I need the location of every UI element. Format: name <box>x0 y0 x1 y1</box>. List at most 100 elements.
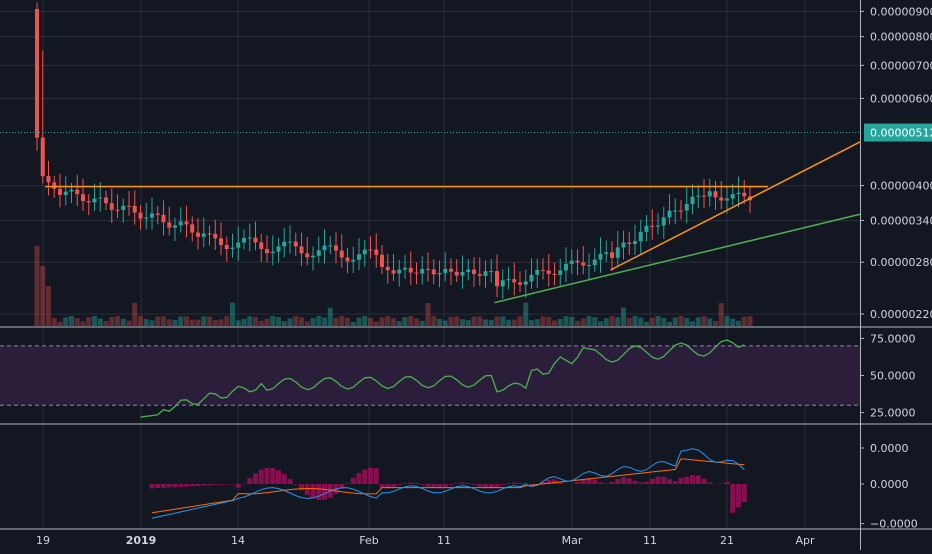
volume-bar-90 <box>552 320 557 326</box>
volume-bar-53 <box>339 316 344 326</box>
volume-bar-12 <box>104 321 109 326</box>
candle-body-65 <box>409 268 413 273</box>
macd-hist-80 <box>495 484 500 487</box>
volume-bar-38 <box>253 317 258 326</box>
volume-bar-115 <box>696 317 701 326</box>
candle-body-58 <box>369 250 373 251</box>
volume-bar-31 <box>213 320 218 326</box>
volume-bar-5 <box>63 317 68 326</box>
volume-bar-39 <box>259 321 264 326</box>
macd-hist-114 <box>690 475 695 484</box>
x-tick-label-2: 14 <box>231 534 245 547</box>
volume-bar-45 <box>293 316 298 326</box>
trendline-orange[interactable] <box>611 142 860 270</box>
volume-bar-33 <box>224 316 229 326</box>
volume-bar-114 <box>690 321 695 326</box>
candle-body-103 <box>627 243 631 244</box>
macd-hist-28 <box>196 484 201 486</box>
candle-body-79 <box>489 271 493 272</box>
volume-bar-43 <box>282 321 287 326</box>
candles <box>35 3 752 299</box>
volume-bar-49 <box>316 316 321 326</box>
volume-bar-23 <box>167 319 172 326</box>
candle-body-0 <box>35 9 39 138</box>
candle-body-71 <box>443 269 447 273</box>
macd-hist-98 <box>598 482 603 484</box>
macd-hist-32 <box>219 484 224 485</box>
candle-body-59 <box>374 250 378 255</box>
macd-hist-121 <box>730 484 735 513</box>
candle-body-38 <box>254 238 258 243</box>
candle-body-45 <box>294 242 298 247</box>
macd-hist-94 <box>575 482 580 484</box>
candle-body-86 <box>530 275 534 282</box>
volume-bar-8 <box>81 321 86 326</box>
candle-body-102 <box>622 243 626 248</box>
candle-body-68 <box>426 269 430 270</box>
macd-hist-63 <box>397 484 402 485</box>
volume-bar-108 <box>656 316 661 326</box>
candle-body-78 <box>484 271 488 276</box>
price-tick-label-5: 0.00000340 <box>870 214 932 227</box>
volume-bar-56 <box>357 318 362 326</box>
macd-hist-73 <box>454 483 459 484</box>
macd-hist-68 <box>426 484 431 487</box>
volume-bar-99 <box>604 318 609 326</box>
rsi-tick-label-2: 25.0000 <box>870 407 916 420</box>
candle-body-75 <box>466 270 470 272</box>
volume-bar-54 <box>345 318 350 326</box>
volume-bar-18 <box>138 316 143 326</box>
volume-bar-103 <box>627 318 632 326</box>
macd-hist-26 <box>184 484 189 487</box>
macd-hist-100 <box>610 482 615 484</box>
macd-hist-99 <box>604 483 609 484</box>
volume-bar-95 <box>581 319 586 326</box>
x-tick-label-5: Mar <box>562 534 583 547</box>
candle-body-32 <box>219 238 223 245</box>
candle-body-15 <box>121 206 125 210</box>
volume-bar-42 <box>276 317 281 326</box>
volume-bar-13 <box>109 317 114 326</box>
macd-hist-59 <box>374 468 379 484</box>
price-tick-label-1: 0.00000800 <box>870 31 932 44</box>
volume-bar-46 <box>299 317 304 326</box>
volume-bar-34 <box>230 303 235 326</box>
macd-signal-line <box>152 459 744 513</box>
candle-body-28 <box>196 233 200 237</box>
volume-bar-50 <box>322 318 327 326</box>
candle-body-98 <box>599 254 603 260</box>
volume-bar-44 <box>288 318 293 326</box>
candle-body-51 <box>328 246 332 247</box>
volume-bar-112 <box>679 316 684 326</box>
candle-body-96 <box>587 265 591 266</box>
candle-body-87 <box>535 270 539 275</box>
macd-hist-62 <box>391 484 396 487</box>
candle-body-92 <box>564 264 568 270</box>
macd-hist-33 <box>224 484 229 485</box>
macd-hist-25 <box>178 484 183 487</box>
macd-hist-36 <box>242 483 247 484</box>
volume-bar-24 <box>173 320 178 326</box>
candle-body-88 <box>541 270 545 271</box>
volume-bar-15 <box>121 319 126 326</box>
candle-body-89 <box>547 271 551 274</box>
candle-body-100 <box>610 252 614 258</box>
macd-hist-55 <box>351 478 356 484</box>
macd-hist-110 <box>667 479 672 484</box>
volume-bar-64 <box>403 317 408 326</box>
x-tick-label-1: 2019 <box>126 534 157 547</box>
price-tick-label-3: 0.00000600 <box>870 92 932 105</box>
macd-hist-81 <box>500 484 505 485</box>
macd-hist-105 <box>638 482 643 484</box>
macd-hist-38 <box>253 473 258 484</box>
volume-bar-85 <box>523 303 528 326</box>
volume-bar-29 <box>201 316 206 326</box>
candle-body-106 <box>645 226 649 232</box>
volume-bar-1 <box>40 266 45 326</box>
drawing-lines[interactable] <box>0 133 860 303</box>
price-tick-label-2: 0.00000700 <box>870 59 932 72</box>
macd-hist-83 <box>512 483 517 484</box>
